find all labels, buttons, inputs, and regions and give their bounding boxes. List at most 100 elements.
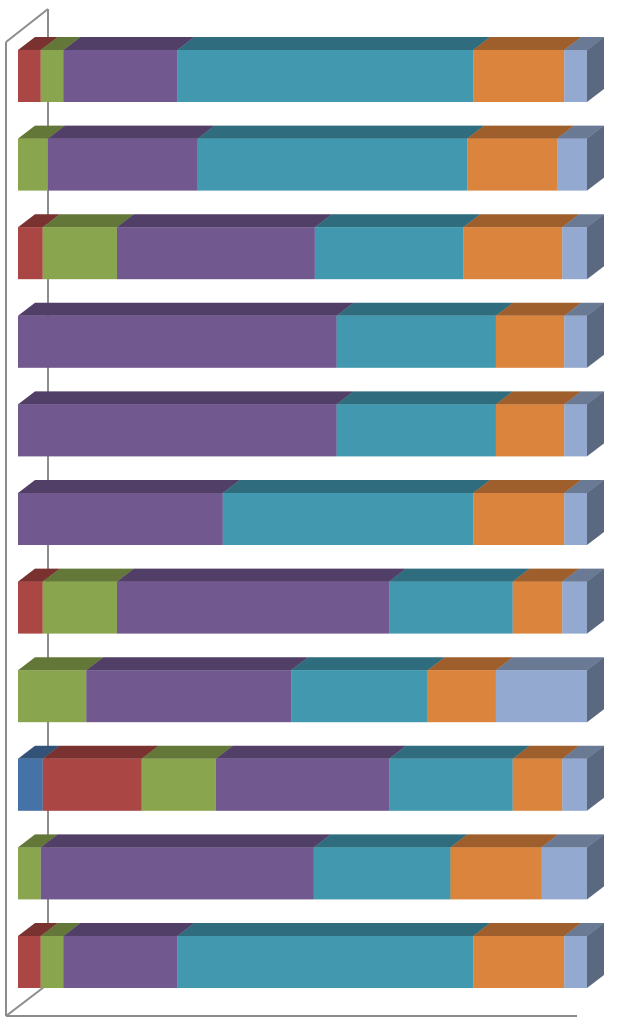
bar-row-5 [18,391,604,457]
bar-segment-row-6-series-6 [473,480,582,545]
bar-segment-row-9-series-1 [18,745,60,811]
axis-wall-top-edge [5,8,49,43]
bar-segment-row-7-series-6 [512,568,580,634]
bar-segment-top [450,834,559,848]
bar-segment-top [557,125,604,139]
bar-segment-front [18,936,41,988]
bar-segment-row-7-series-5 [389,568,530,634]
bar-segment-top [197,125,485,139]
bar-segment-front [389,758,513,811]
bar-segment-front [40,50,64,102]
bar-segment-front [495,404,565,457]
bar-segment-row-3-series-4 [116,214,332,280]
bar-segment-front [541,847,587,900]
bar-segment-row-1-series-6 [473,37,582,102]
bar-end-face [587,923,604,988]
bar-segment-row-1-series-5 [177,37,491,102]
bar-segment-row-8-series-5 [291,657,445,723]
bar-segment-row-4-series-4 [18,302,354,368]
bar-segment-top [473,37,582,50]
bar-segment-front [389,581,513,634]
bar-segment-row-10-series-4 [40,834,331,900]
bar-segment-front [564,404,587,457]
bar-segment-front [473,50,565,102]
bar-segment-top [47,125,215,139]
bar-row-10 [18,834,604,900]
bar-segment-row-9-series-2 [42,745,159,811]
bar-segment-top [473,923,582,936]
bar-segment-top [18,302,354,316]
bar-segment-front [512,581,563,634]
bar-segment-front [18,758,43,811]
bar-segment-front [63,50,178,102]
bar-segment-row-1-series-4 [63,37,195,102]
bar-segment-front [177,50,474,102]
bar-segment-row-2-series-6 [467,125,575,191]
bar-segment-row-7-series-2 [18,568,60,634]
bar-segment-row-9-series-7 [562,745,604,811]
bar-segment-top [564,480,604,493]
bar-segment-front [18,50,41,102]
bar-segment-top [18,923,58,936]
bar-end-face [587,745,604,811]
bar-segment-row-3-series-7 [562,214,604,280]
bar-segment-top [63,37,195,50]
bar-end-face [587,37,604,102]
bar-segment-row-1-series-7 [564,37,604,102]
bar-segment-top [389,745,530,759]
bar-row-4 [18,302,604,368]
bar-end-face [587,480,604,545]
bar-segment-top [562,745,604,759]
bar-row-9 [18,745,604,811]
bar-segment-front [495,315,565,368]
bar-segment-front [18,138,48,191]
bar-segment-row-2-series-4 [47,125,215,191]
bar-segment-front [562,758,587,811]
bar-end-face [587,214,604,280]
bar-segment-row-11-series-6 [473,923,582,988]
bar-segment-top [18,834,58,848]
bar-row-7 [18,568,604,634]
bar-segment-top [42,745,159,759]
bar-end-face [587,834,604,900]
bar-segment-row-4-series-6 [495,302,582,368]
bar-segment-front [42,227,117,280]
bar-segment-top [42,568,134,582]
bar-segment-row-2-series-7 [557,125,604,191]
bar-segment-row-9-series-3 [141,745,233,811]
bar-segment-row-5-series-4 [18,391,354,457]
bar-segment-row-5-series-7 [564,391,604,457]
bar-segment-top [40,834,331,848]
bar-end-face [587,302,604,368]
bar-segment-row-10-series-5 [313,834,468,900]
bar-row-2 [18,125,604,191]
bar-segment-top [463,214,580,228]
bar-segment-row-11-series-7 [564,923,604,988]
bar-segment-top [18,480,240,493]
bar-segment-row-11-series-3 [40,923,81,988]
bar-segment-top [512,568,580,582]
bar-segment-front [557,138,587,191]
bar-segment-front [47,138,198,191]
bar-segment-top [427,657,513,671]
bar-segment-top [18,745,60,759]
bar-segment-front [222,493,474,545]
bar-end-face [587,125,604,191]
bar-end-face [587,657,604,723]
bar-segment-top [18,568,60,582]
bar-segment-row-9-series-4 [215,745,407,811]
bar-segment-front [336,404,496,457]
bar-segment-row-3-series-6 [463,214,580,280]
bar-segment-front [564,50,587,102]
bar-end-face [587,391,604,457]
bar-segment-row-8-series-6 [427,657,513,723]
bar-segment-top [116,214,332,228]
bar-segment-front [564,315,587,368]
bar-segment-front [40,936,64,988]
bar-segment-row-3-series-5 [314,214,481,280]
bar-segment-top [18,214,60,228]
bar-segment-top [116,568,407,582]
bar-segment-front [512,758,563,811]
bar-segment-front [18,670,87,723]
